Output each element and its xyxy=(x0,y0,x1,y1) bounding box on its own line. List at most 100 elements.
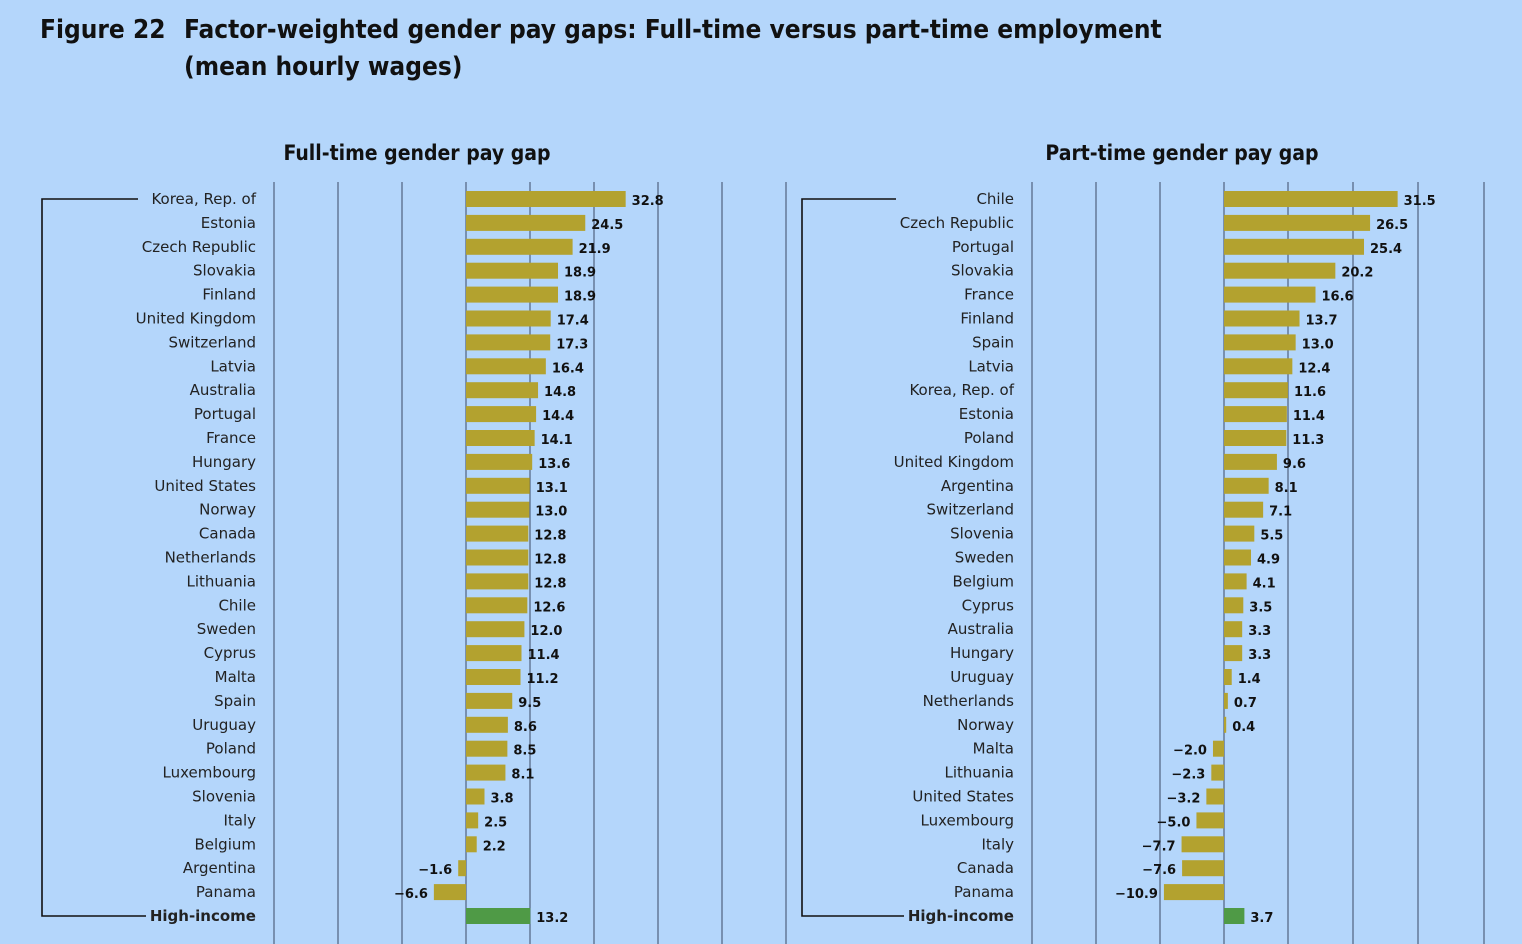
category-label: Netherlands xyxy=(165,549,257,567)
category-label: Czech Republic xyxy=(142,238,256,256)
category-label: Belgium xyxy=(195,835,257,853)
bar xyxy=(466,788,485,805)
bar xyxy=(466,501,530,518)
value-label: 14.4 xyxy=(542,409,574,424)
category-label: Portugal xyxy=(194,405,256,423)
value-label: 25.4 xyxy=(1370,242,1402,257)
value-label: 9.6 xyxy=(1283,457,1306,472)
bar xyxy=(1163,884,1224,901)
bar xyxy=(466,716,508,733)
value-label: 24.5 xyxy=(591,218,623,233)
category-label: Spain xyxy=(214,692,256,710)
group-bracket xyxy=(801,198,904,917)
value-label: 11.4 xyxy=(1293,409,1325,424)
category-label: Switzerland xyxy=(927,501,1015,519)
category-label: Panama xyxy=(196,883,256,901)
value-label: −6.6 xyxy=(394,887,428,902)
value-label: 2.5 xyxy=(484,815,507,830)
bar xyxy=(458,860,466,877)
value-label: 16.4 xyxy=(552,361,584,376)
bar xyxy=(466,621,525,638)
category-label: High-income xyxy=(150,907,256,925)
value-label: −3.2 xyxy=(1166,792,1200,807)
value-label: 3.7 xyxy=(1250,911,1273,926)
category-label: United Kingdom xyxy=(894,453,1014,471)
value-label: 4.9 xyxy=(1257,553,1280,568)
category-label: Hungary xyxy=(192,453,256,471)
figure-number: Figure 22 xyxy=(40,15,166,45)
category-label: Australia xyxy=(948,620,1014,638)
category-label: Uruguay xyxy=(192,716,256,734)
bar xyxy=(466,525,529,542)
bar xyxy=(1224,501,1264,518)
bar xyxy=(466,764,506,781)
value-label: 3.3 xyxy=(1248,648,1271,663)
value-label: 3.3 xyxy=(1248,624,1271,639)
bar xyxy=(1224,406,1287,423)
category-label: Lithuania xyxy=(187,572,256,590)
bar xyxy=(1224,597,1244,614)
value-label: 14.1 xyxy=(541,433,573,448)
bar xyxy=(466,310,551,327)
bar xyxy=(466,286,559,303)
bar xyxy=(466,191,626,207)
bar xyxy=(1224,692,1228,709)
bar xyxy=(1182,860,1224,877)
category-label: Uruguay xyxy=(950,668,1014,686)
category-label: Australia xyxy=(190,381,256,399)
value-label: 31.5 xyxy=(1404,194,1436,209)
category-label: Hungary xyxy=(950,644,1014,662)
bar xyxy=(466,645,522,662)
value-label: 3.5 xyxy=(1249,600,1272,615)
category-label: Italy xyxy=(981,835,1014,853)
category-label: Spain xyxy=(972,333,1014,351)
bar xyxy=(466,812,479,829)
bar xyxy=(1224,358,1293,375)
bar xyxy=(1224,573,1247,590)
category-label: Canada xyxy=(199,525,256,543)
bar xyxy=(1224,286,1316,303)
value-label: 12.8 xyxy=(534,529,566,544)
bar xyxy=(1224,334,1296,351)
bar xyxy=(466,382,539,399)
category-label: United States xyxy=(154,477,256,495)
value-label: −1.6 xyxy=(418,863,452,878)
category-label: Latvia xyxy=(210,357,256,375)
category-label: Argentina xyxy=(941,477,1014,495)
category-label: Cyprus xyxy=(962,596,1015,614)
category-label: Chile xyxy=(976,190,1014,208)
bar xyxy=(466,334,551,351)
group-bracket xyxy=(41,198,146,917)
bar xyxy=(1224,525,1255,542)
value-label: 13.2 xyxy=(536,911,568,926)
bar xyxy=(1224,549,1252,566)
value-label: 8.1 xyxy=(1275,481,1298,496)
bar xyxy=(466,358,546,375)
category-label: Panama xyxy=(954,883,1014,901)
bar xyxy=(466,238,573,255)
bar xyxy=(1224,214,1371,231)
category-label: Poland xyxy=(964,429,1014,447)
category-label: Sweden xyxy=(197,620,256,638)
bar xyxy=(1224,430,1287,446)
value-label: 7.1 xyxy=(1269,505,1292,520)
category-label: Finland xyxy=(202,286,256,304)
value-label: 9.5 xyxy=(518,696,541,711)
bar xyxy=(1224,621,1243,638)
value-label: 8.5 xyxy=(513,744,536,759)
category-label: Korea, Rep. of xyxy=(151,190,256,208)
category-label: High-income xyxy=(908,907,1014,925)
bar xyxy=(433,884,466,901)
value-label: 12.6 xyxy=(533,600,565,615)
value-label: −2.0 xyxy=(1173,744,1207,759)
category-label: Norway xyxy=(957,716,1014,734)
value-label: 13.1 xyxy=(536,481,568,496)
value-label: 4.1 xyxy=(1253,576,1276,591)
bar xyxy=(1206,788,1224,805)
bar xyxy=(1224,262,1336,279)
category-label: Norway xyxy=(199,501,256,519)
bar xyxy=(1196,812,1224,829)
category-label: Estonia xyxy=(201,214,256,232)
